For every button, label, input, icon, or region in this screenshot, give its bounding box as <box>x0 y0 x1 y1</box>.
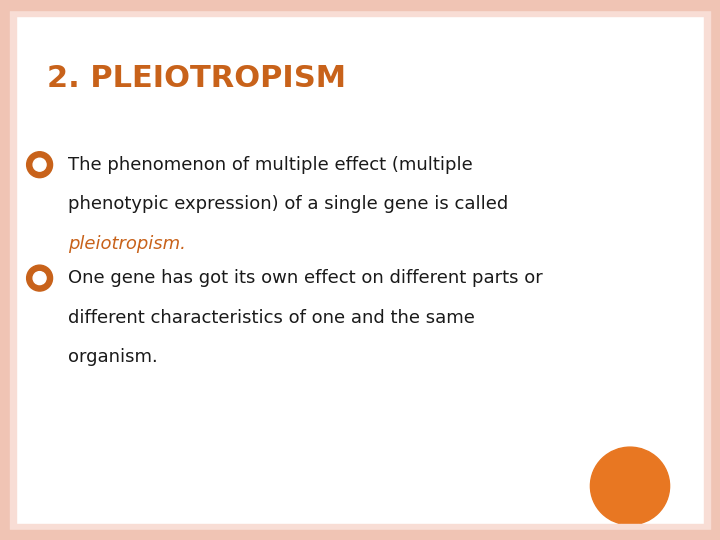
Text: 2. PLEIOTROPISM: 2. PLEIOTROPISM <box>47 64 346 93</box>
Text: pleiotropism.: pleiotropism. <box>68 234 186 253</box>
Text: One gene has got its own effect on different parts or: One gene has got its own effect on diffe… <box>68 269 543 287</box>
Bar <box>704 0 710 540</box>
Text: different characteristics of one and the same: different characteristics of one and the… <box>68 308 475 327</box>
Text: organism.: organism. <box>68 348 158 366</box>
Text: The phenomenon of multiple effect (multiple: The phenomenon of multiple effect (multi… <box>68 156 473 174</box>
Bar <box>0 530 720 540</box>
Text: phenotypic expression) of a single gene is called: phenotypic expression) of a single gene … <box>68 195 508 213</box>
Bar <box>0 10 720 16</box>
Bar <box>0 0 10 540</box>
Bar <box>0 524 720 530</box>
Ellipse shape <box>27 265 53 291</box>
Bar <box>10 0 16 540</box>
Ellipse shape <box>33 158 46 171</box>
Ellipse shape <box>33 272 46 285</box>
Ellipse shape <box>27 152 53 178</box>
Ellipse shape <box>590 447 670 525</box>
Bar <box>710 0 720 540</box>
Bar <box>0 0 720 10</box>
